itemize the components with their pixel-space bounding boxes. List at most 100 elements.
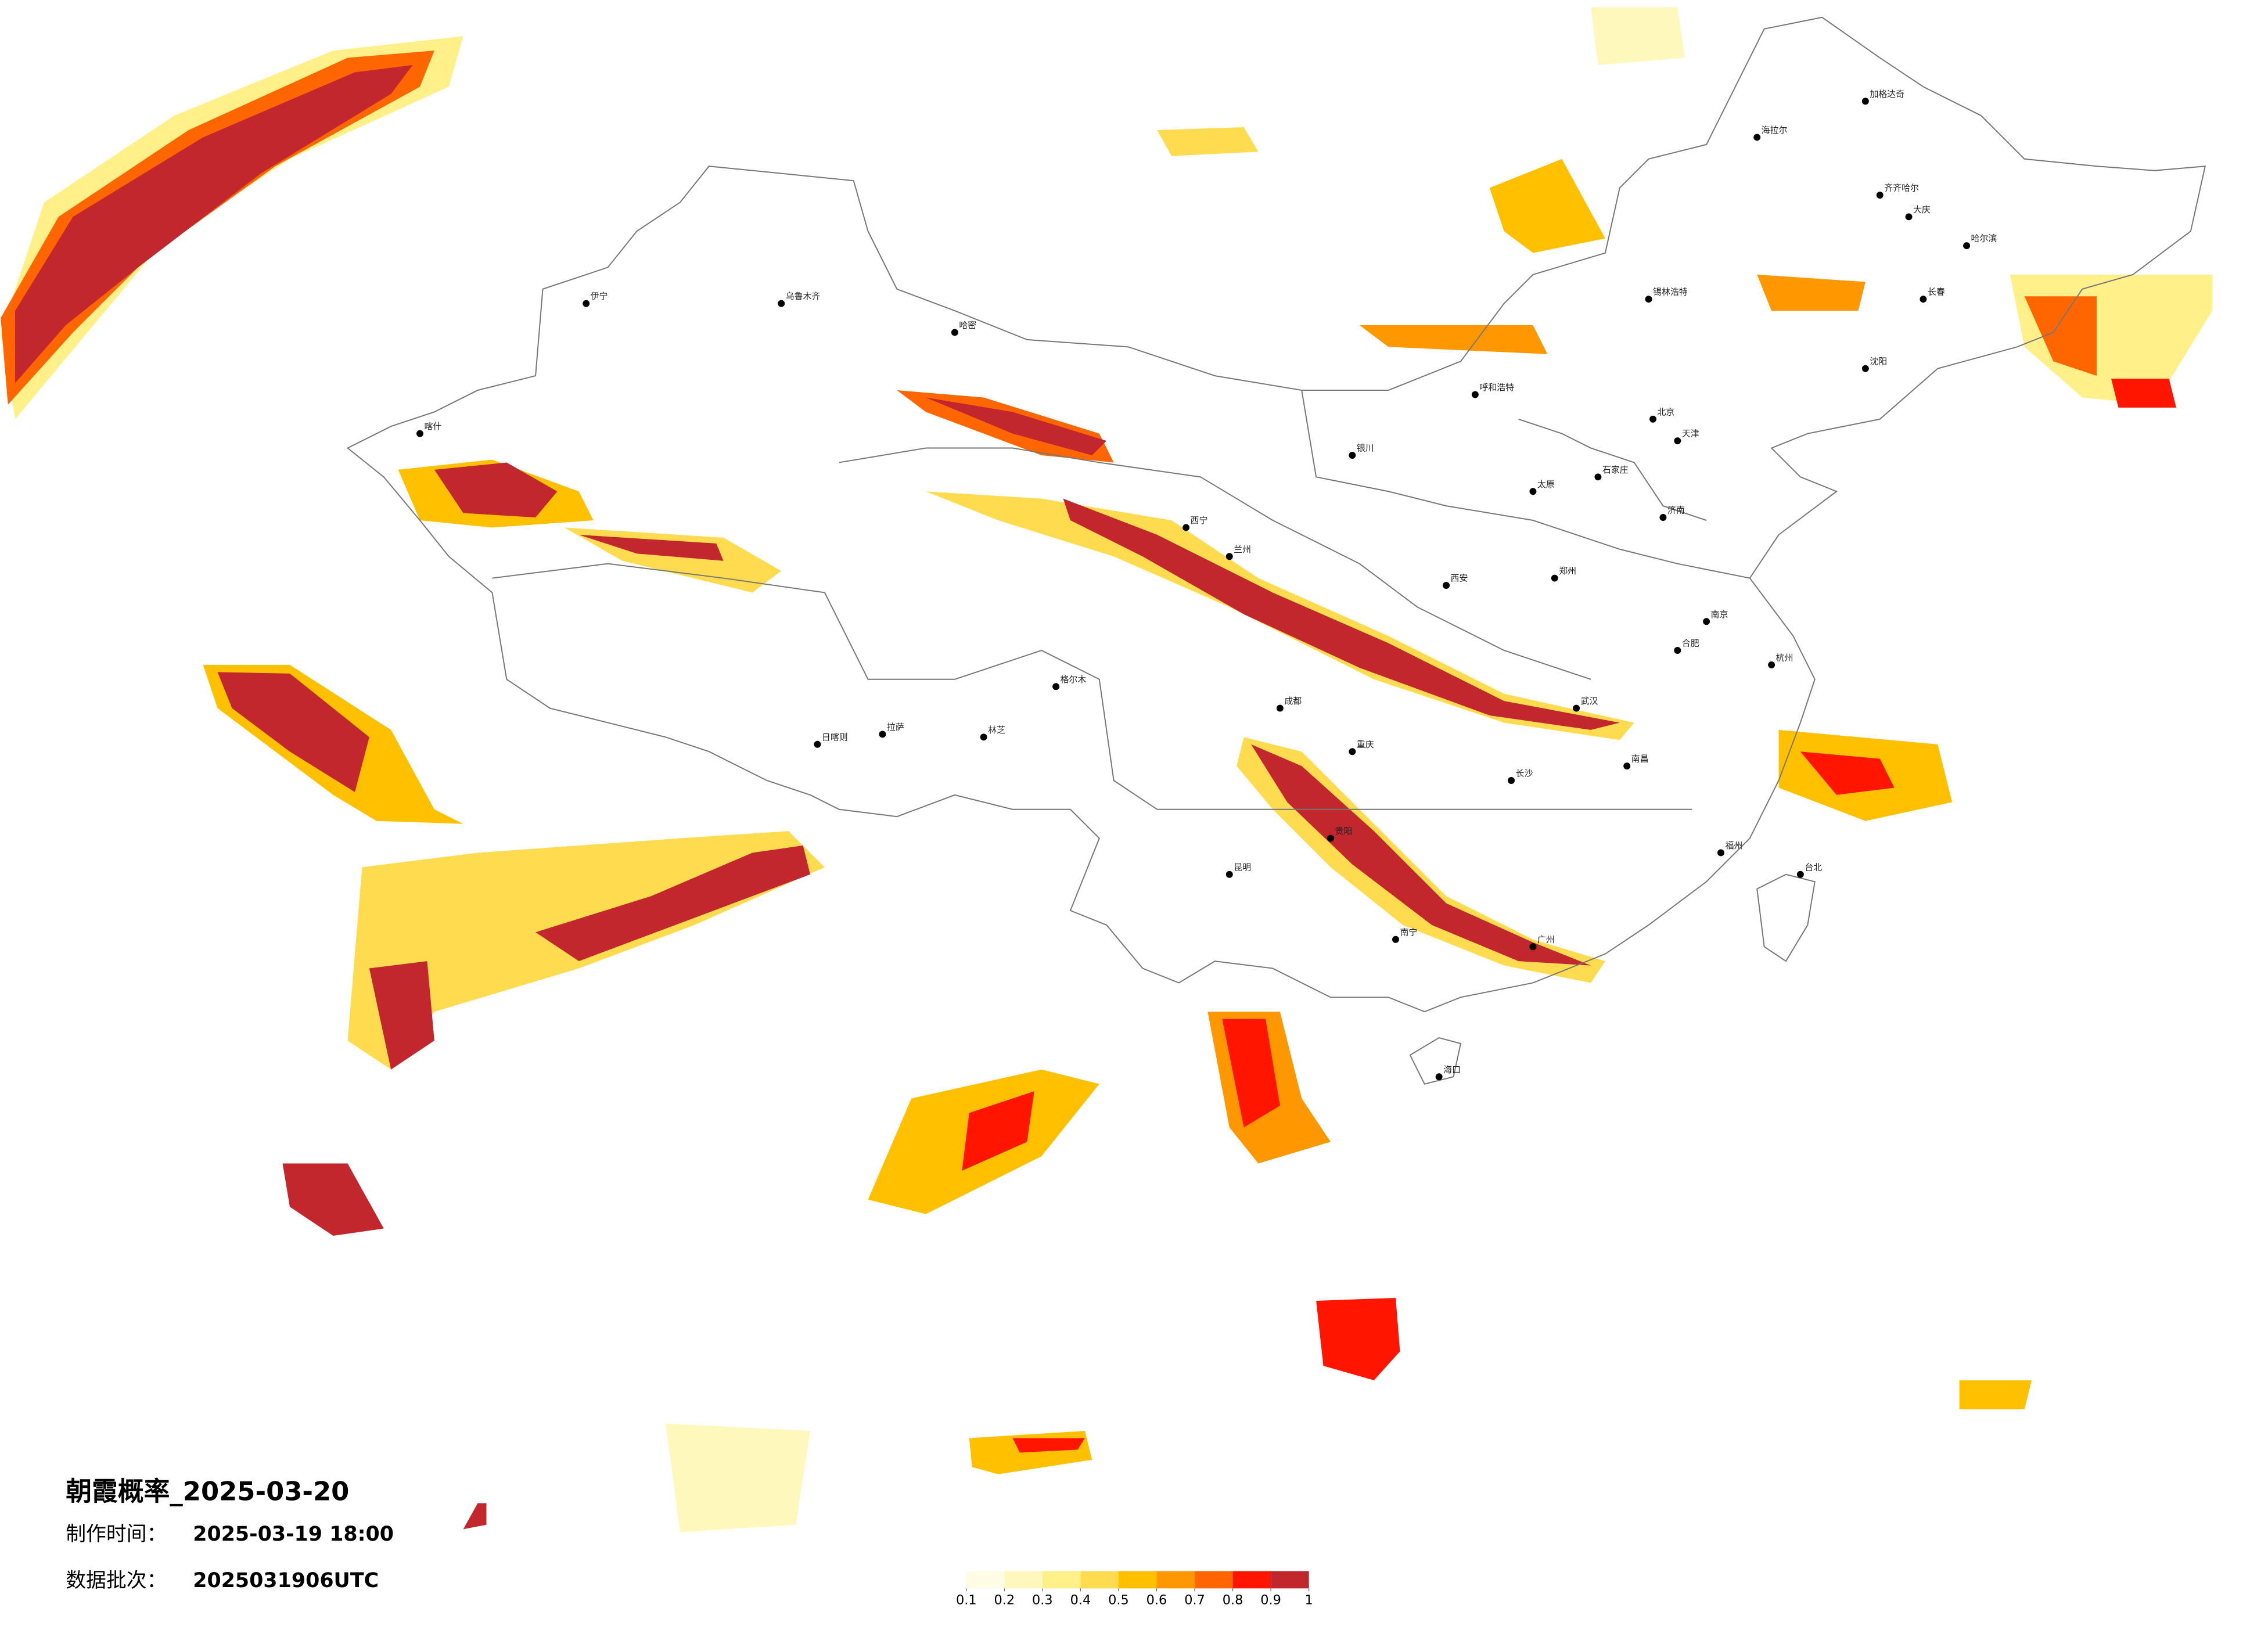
city-label: 西宁 — [1191, 515, 1208, 526]
legend-swatch — [1080, 1571, 1119, 1589]
city-label: 海拉尔 — [1762, 125, 1788, 135]
city-label: 西安 — [1451, 573, 1468, 584]
city-label: 锡林浩特 — [1653, 287, 1688, 297]
city-label: 南京 — [1711, 609, 1728, 620]
city-dot — [1471, 391, 1479, 398]
city-label: 伊宁 — [591, 291, 608, 301]
probability-field — [1, 7, 2213, 1533]
city-label: 重庆 — [1357, 739, 1374, 750]
city-dot — [778, 300, 785, 307]
city-label: 日喀则 — [822, 732, 848, 742]
city-label: 南昌 — [1631, 754, 1649, 764]
city-dot — [1717, 849, 1724, 857]
city-dot — [980, 733, 987, 741]
city-dot — [1529, 488, 1537, 495]
city-dot — [1659, 514, 1667, 521]
legend-tick-label: 0.6 — [1146, 1593, 1167, 1608]
city-dot — [1276, 704, 1284, 712]
legend-swatch — [1271, 1571, 1309, 1589]
city-dot — [1753, 134, 1761, 141]
city-dot — [1905, 213, 1913, 221]
city-dot — [1768, 661, 1775, 668]
city-label: 哈密 — [959, 320, 976, 330]
city-label: 拉萨 — [887, 722, 904, 732]
city-dot — [583, 300, 590, 307]
city-label: 贵阳 — [1335, 826, 1352, 836]
city-label: 广州 — [1537, 934, 1555, 945]
city-dot — [1392, 936, 1399, 943]
city-label: 兰州 — [1234, 544, 1251, 555]
city-label: 哈尔滨 — [1971, 233, 1997, 244]
city-dot — [1674, 647, 1681, 654]
city-dot — [1594, 473, 1602, 481]
legend-tick-label: 1 — [1305, 1593, 1313, 1608]
city-dot — [1703, 618, 1710, 625]
city-label: 南宁 — [1400, 927, 1417, 937]
legend-tick-label: 0.2 — [994, 1593, 1015, 1608]
city-dot — [1920, 296, 1927, 303]
city-label: 天津 — [1682, 429, 1699, 439]
city-dot — [951, 329, 958, 336]
city-label: 长春 — [1928, 287, 1945, 297]
city-label: 格尔木 — [1061, 674, 1087, 685]
borders — [346, 16, 2206, 1085]
city-dot — [1861, 365, 1869, 372]
city-label: 长沙 — [1516, 768, 1533, 779]
city-dot — [416, 430, 423, 437]
info-value: 2025031906UTC — [193, 1569, 379, 1592]
legend-swatch — [1004, 1571, 1043, 1589]
city-dot — [1573, 704, 1580, 712]
city-label: 济南 — [1667, 505, 1685, 516]
city-dot — [1225, 870, 1233, 878]
city-dot — [879, 731, 886, 738]
city-label: 海口 — [1443, 1064, 1461, 1075]
city-dot — [1861, 98, 1869, 105]
legend-tick-label: 0.5 — [1108, 1593, 1129, 1608]
info-value: 2025-03-19 18:00 — [193, 1523, 394, 1546]
info-label: 制作时间： — [66, 1523, 167, 1546]
city-dot — [1435, 1073, 1443, 1081]
legend-swatch — [1232, 1571, 1271, 1589]
legend-tick-label: 0.8 — [1223, 1593, 1243, 1608]
legend-swatch — [1118, 1571, 1157, 1589]
city-dot — [1052, 683, 1060, 690]
city-dot — [1529, 943, 1537, 951]
city-dot — [1443, 582, 1450, 589]
city-label: 台北 — [1805, 862, 1822, 872]
legend-tick-label: 0.3 — [1032, 1593, 1053, 1608]
city-label: 石家庄 — [1602, 465, 1629, 475]
city-dot — [1225, 553, 1233, 560]
city-dot — [1796, 870, 1804, 878]
city-dot — [1674, 437, 1681, 445]
city-dot — [1963, 242, 1971, 250]
city-dot — [1182, 524, 1190, 531]
city-label: 合肥 — [1682, 638, 1699, 649]
legend-swatch — [966, 1571, 1005, 1589]
city-label: 齐齐哈尔 — [1884, 183, 1919, 193]
city-dot — [1327, 834, 1334, 842]
city-label: 沈阳 — [1870, 356, 1887, 366]
legend-swatch — [1042, 1571, 1081, 1589]
legend-tick-label: 0.1 — [956, 1593, 977, 1608]
city-label: 北京 — [1657, 406, 1674, 417]
city-dot — [1876, 192, 1884, 199]
city-label: 武汉 — [1581, 696, 1598, 706]
legend-tick-label: 0.7 — [1184, 1593, 1205, 1608]
info-block: 朝霞概率_2025-03-20 制作时间： 2025-03-19 18:00 数… — [66, 1476, 394, 1592]
city-dot — [1349, 452, 1356, 459]
city-dot — [1623, 762, 1631, 770]
city-label: 呼和浩特 — [1479, 382, 1514, 393]
city-dot — [1508, 777, 1515, 784]
city-label: 加格达奇 — [1870, 89, 1904, 99]
city-label: 乌鲁木齐 — [786, 291, 821, 301]
city-label: 福州 — [1725, 840, 1742, 851]
city-dot — [814, 740, 821, 748]
legend-tick-label: 0.9 — [1260, 1593, 1281, 1608]
info-label: 数据批次： — [66, 1569, 167, 1592]
city-dot — [1349, 748, 1356, 756]
city-label: 喀什 — [424, 421, 441, 431]
city-label: 昆明 — [1234, 862, 1251, 872]
